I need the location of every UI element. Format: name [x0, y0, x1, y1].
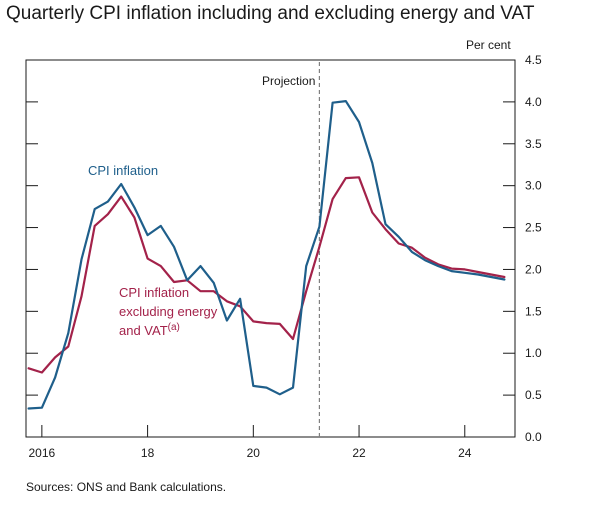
cpi-excl-energy-vat-line	[27, 176, 506, 374]
y-tick-label: 3.5	[525, 137, 542, 151]
sources-note: Sources: ONS and Bank calculations.	[26, 480, 227, 494]
y-axis-unit-label: Per cent	[466, 38, 511, 52]
x-tick-label: 24	[458, 446, 472, 460]
x-tick-label: 2016	[29, 446, 56, 460]
x-tick-label: 18	[141, 446, 155, 460]
x-tick-label: 22	[352, 446, 366, 460]
y-axis-ticks: 0.0 0.5 1.0 1.5 2.0 2.5 3.0 3.5 4.0 4.5	[26, 53, 542, 444]
cpi-series-annotation: CPI inflation	[88, 163, 158, 178]
y-tick-label: 4.5	[525, 53, 542, 67]
core-series-annotation-line-2: excluding energy	[119, 304, 218, 319]
y-tick-label: 0.5	[525, 388, 542, 402]
y-tick-label: 3.0	[525, 179, 542, 193]
cpi-inflation-line	[27, 99, 506, 410]
plot-frame	[25, 59, 516, 438]
y-tick-label: 4.0	[525, 95, 542, 109]
core-series-annotation-line-3-text: and VAT	[119, 323, 168, 338]
chart-title: Quarterly CPI inflation including and ex…	[6, 3, 535, 24]
y-tick-label: 1.0	[525, 346, 542, 360]
core-series-annotation-line-1: CPI inflation	[119, 285, 189, 300]
y-tick-label: 1.5	[525, 304, 542, 318]
projection-label: Projection	[262, 74, 315, 88]
core-series-annotation-superscript: (a)	[168, 322, 180, 333]
y-tick-label: 2.5	[525, 221, 542, 235]
series-layer	[27, 99, 506, 410]
core-series-annotation-line-3: and VAT(a)	[119, 322, 180, 338]
x-axis-ticks: 2016 18 20 22 24	[29, 425, 472, 460]
y-tick-label: 0.0	[525, 430, 542, 444]
y-tick-label: 2.0	[525, 262, 542, 276]
x-tick-label: 20	[247, 446, 261, 460]
